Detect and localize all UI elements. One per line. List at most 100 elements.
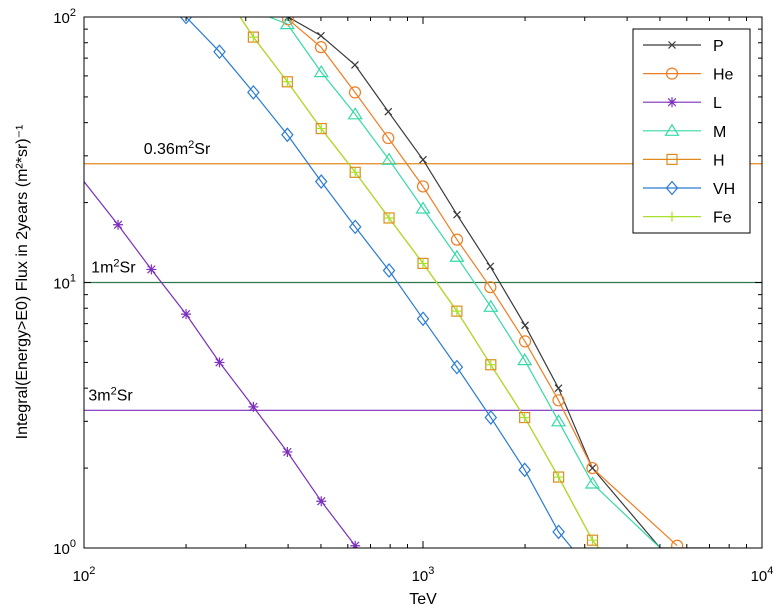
data-point — [316, 496, 327, 507]
data-point — [667, 211, 677, 222]
reference-line-label: 3m2Sr — [88, 385, 133, 404]
data-point — [347, 107, 363, 120]
legend-label-vh: VH — [713, 181, 735, 198]
data-point — [518, 462, 531, 478]
legend-marker-vh — [665, 180, 679, 196]
data-point — [521, 321, 529, 330]
reference-line-label: 1m2Sr — [91, 258, 136, 277]
x-axis-title: TeV — [409, 591, 437, 608]
series-line-vh — [185, 17, 573, 548]
data-point — [214, 357, 225, 368]
data-point — [314, 174, 328, 189]
data-point — [382, 131, 395, 145]
y-axis-title: Integral(Energy>E0) Flux in 2years (m²*s… — [14, 125, 31, 440]
series-markers-he — [281, 17, 684, 548]
y-tick-label: 102 — [53, 7, 76, 27]
data-point — [552, 524, 565, 540]
data-point — [486, 262, 495, 271]
data-point — [381, 152, 397, 165]
series-markers-l — [113, 219, 361, 548]
data-point — [419, 155, 427, 164]
legend-marker-he — [665, 67, 679, 80]
data-point — [483, 299, 499, 312]
series-markers-m — [279, 17, 601, 489]
series-line-he — [287, 18, 678, 547]
x-tick-label: 104 — [751, 565, 774, 585]
data-point — [418, 258, 428, 269]
data-point — [485, 359, 496, 370]
data-point — [415, 201, 431, 214]
data-point — [588, 464, 597, 473]
data-point — [450, 233, 464, 246]
data-point — [518, 335, 532, 348]
legend-marker-fe — [667, 211, 677, 222]
legend-label-m: M — [713, 124, 726, 141]
series-markers-p — [284, 17, 597, 473]
data-point — [551, 414, 567, 427]
data-point — [416, 180, 430, 193]
data-point — [484, 281, 497, 294]
data-point — [316, 123, 327, 134]
series-markers-vh — [179, 17, 565, 540]
data-point — [248, 32, 259, 43]
data-point — [348, 219, 362, 235]
data-point — [248, 401, 259, 412]
data-point — [282, 446, 293, 457]
data-point — [350, 167, 361, 178]
legend-marker-p — [668, 41, 676, 49]
data-point — [416, 311, 430, 327]
legend-label-fe: Fe — [713, 210, 732, 227]
legend-marker-l — [667, 97, 677, 108]
data-point — [554, 384, 563, 393]
y-axis-ticks: 100 101 102 — [53, 7, 762, 558]
x-tick-label: 102 — [73, 565, 96, 585]
data-point — [671, 539, 684, 548]
legend-label-h: H — [713, 152, 725, 169]
data-point — [247, 84, 260, 100]
data-point — [668, 41, 676, 49]
legend-label-p: P — [713, 38, 724, 55]
data-point — [584, 476, 601, 489]
x-axis-ticks: 102 103 104 — [73, 17, 774, 585]
data-point — [517, 353, 533, 366]
data-point — [146, 264, 157, 275]
data-point — [181, 309, 192, 320]
data-point — [553, 472, 564, 483]
data-point — [667, 97, 677, 108]
data-point — [453, 210, 461, 219]
series-line-m — [267, 17, 661, 548]
data-point — [282, 76, 293, 87]
y-tick-label: 101 — [53, 273, 76, 293]
data-point — [281, 127, 294, 143]
data-point — [350, 540, 361, 548]
data-point — [348, 86, 362, 99]
data-point — [382, 263, 396, 278]
data-point — [384, 212, 395, 223]
data-point — [179, 17, 193, 25]
data-point — [484, 410, 498, 425]
data-point — [213, 44, 226, 60]
data-point — [314, 41, 328, 54]
data-point — [284, 17, 293, 21]
x-tick-label: 103 — [412, 565, 435, 585]
data-point — [665, 67, 679, 80]
data-point — [450, 359, 464, 375]
data-point — [664, 123, 680, 136]
data-point — [279, 17, 295, 30]
data-point — [665, 180, 679, 196]
data-point — [586, 461, 599, 475]
data-point — [317, 31, 325, 40]
y-tick-label: 100 — [53, 538, 76, 558]
legend: P He LMH VH Fe — [632, 28, 751, 234]
data-point — [449, 249, 465, 262]
reference-line-label: 0.36m2Sr — [144, 139, 211, 158]
legend-marker-m — [664, 123, 680, 136]
legend-label-he: He — [713, 67, 734, 84]
series-markers — [113, 17, 684, 548]
reference-lines: 0.36m2Sr 1m2Sr 3m2Sr — [84, 139, 762, 411]
legend-label-l: L — [713, 95, 722, 112]
data-point — [552, 394, 565, 407]
series-markers-fe — [248, 32, 598, 546]
data-point — [113, 219, 124, 230]
